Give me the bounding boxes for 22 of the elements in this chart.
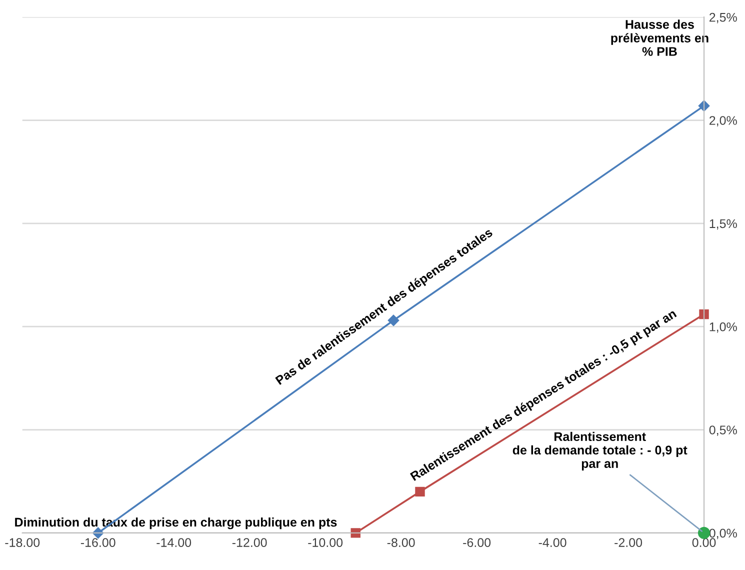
x-tick-label: -12.00 [232,538,267,547]
y-tick-label: 2,0% [710,116,737,126]
x-tick-label: -10.00 [308,538,343,547]
y-tick-label: 2,5% [710,12,737,24]
y-tick-label: 1,0% [710,322,737,333]
x-tick-label: -4.00 [538,538,566,547]
y-tick-label: 0,0% [709,528,737,540]
x-tick-label: -14.00 [156,538,192,547]
point [415,486,425,497]
point [698,100,710,112]
x-tick-label: -18.00 [5,538,40,547]
x-tick-label: -16.00 [80,538,116,547]
y-tick-label: 1,5% [710,219,737,230]
x-tick-label: -8.00 [387,538,415,547]
x-tick-label: -2.00 [614,538,642,547]
point [350,528,360,538]
point [388,314,400,326]
y-tick-label: 0,5% [709,426,737,436]
point [699,309,709,320]
annotation: Ralentissement de la demande totale : - 0,9 pt par an [512,432,688,470]
x-tick-label: -6.00 [463,538,491,547]
x-tick-label: 0.00 [692,538,716,547]
